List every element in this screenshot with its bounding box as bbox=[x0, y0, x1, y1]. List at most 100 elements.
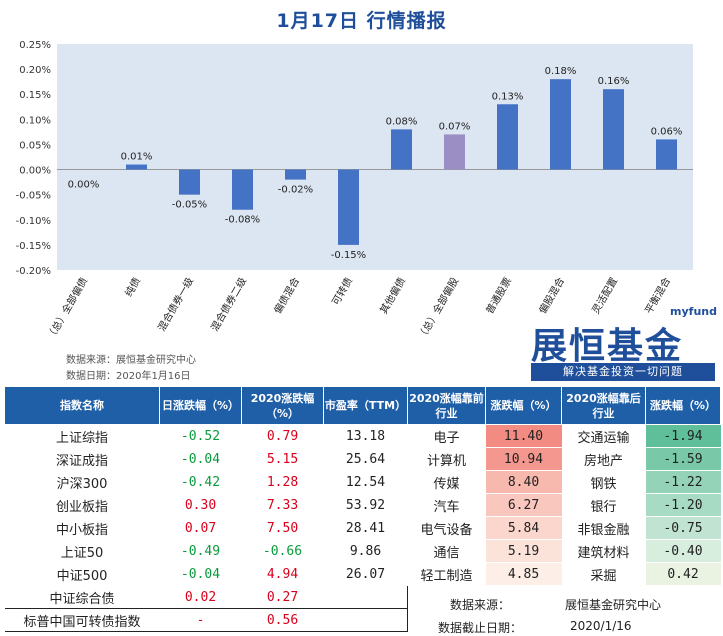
header-top-change: 涨跌幅（%） bbox=[485, 386, 562, 425]
cell-index-name: 中小板指 bbox=[4, 516, 160, 540]
cell-ytd-change: 0.27 bbox=[241, 585, 324, 609]
y-tick-label: -0.10% bbox=[16, 216, 51, 227]
cell-day-change: -0.04 bbox=[159, 447, 242, 471]
cell-top-change: 4.85 bbox=[485, 562, 562, 586]
cell-ytd-change: 1.28 bbox=[241, 470, 324, 494]
cell-top-industry: 轻工制造 bbox=[407, 562, 486, 586]
table-header: 指数名称 日涨跌幅（%） 2020涨跌幅（%） 市盈率（TTM） 2020涨幅靠… bbox=[4, 386, 721, 425]
bar-chart: 0.25% 0.20% 0.15% 0.10% 0.05% 0.00% -0.05% -0.1… bbox=[16, 40, 693, 340]
footer-date-value: 2020/1/16 bbox=[570, 619, 632, 633]
bar bbox=[550, 79, 571, 170]
cell-top-change: 5.84 bbox=[485, 516, 562, 540]
data-label: 0.01% bbox=[121, 152, 153, 163]
cell-ytd-change: -0.66 bbox=[241, 539, 324, 563]
cell-bottom-change: -1.59 bbox=[645, 447, 721, 471]
y-tick-label: 0.00% bbox=[19, 166, 51, 177]
footer-source-value: 展恒基金研究中心 bbox=[565, 598, 662, 612]
data-label: 0.18% bbox=[545, 66, 577, 77]
cell-index-name: 深证成指 bbox=[4, 447, 160, 471]
table-row: 创业板指 0.30 7.33 53.92 汽车 6.27 银行 -1.20 bbox=[4, 493, 721, 517]
footer-source-label: 数据来源： bbox=[450, 598, 511, 612]
cell-day-change: 0.30 bbox=[159, 493, 242, 517]
cell-day-change: 0.07 bbox=[159, 516, 242, 540]
cell-index-name: 上证50 bbox=[4, 539, 160, 563]
category-label: 其他偏债 bbox=[377, 275, 408, 316]
bar bbox=[338, 169, 359, 245]
header-bottom-industry: 2020涨幅靠后行业 bbox=[561, 386, 646, 425]
header-ytd-change: 2020涨跌幅（%） bbox=[241, 386, 324, 425]
cell-top-change: 5.19 bbox=[485, 539, 562, 563]
cell-pe-value bbox=[323, 608, 408, 632]
data-label: -0.15% bbox=[331, 250, 366, 261]
data-label: -0.05% bbox=[172, 200, 207, 211]
footer-date-label: 数据截止日期： bbox=[438, 621, 523, 635]
table-row: 中小板指 0.07 7.50 28.41 电气设备 5.84 非银金融 -0.75 bbox=[4, 516, 721, 540]
market-table: 指数名称 日涨跌幅（%） 2020涨跌幅（%） 市盈率（TTM） 2020涨幅靠… bbox=[4, 386, 721, 632]
cell-pe-value: 25.64 bbox=[323, 447, 408, 471]
cell-index-name: 创业板指 bbox=[4, 493, 160, 517]
cell-pe-value: 28.41 bbox=[323, 516, 408, 540]
y-tick-label: -0.20% bbox=[16, 266, 51, 277]
bar bbox=[497, 104, 518, 170]
cell-top-change: 8.40 bbox=[485, 470, 562, 494]
table-row: 沪深300 -0.42 1.28 12.54 传媒 8.40 钢铁 -1.22 bbox=[4, 470, 721, 494]
cell-top-change: 10.94 bbox=[485, 447, 562, 471]
bar bbox=[285, 169, 306, 180]
logo-brand: 展恒基金 bbox=[531, 326, 684, 367]
cell-top-industry: 传媒 bbox=[407, 470, 486, 494]
cell-day-change: - bbox=[159, 608, 242, 632]
category-label: 普通股票 bbox=[483, 275, 514, 316]
header-bottom-change: 涨跌幅（%） bbox=[645, 386, 721, 425]
chart-date: 数据日期：2020年1月16日 bbox=[66, 371, 191, 382]
header-index-name: 指数名称 bbox=[4, 386, 160, 425]
category-label: 可转债 bbox=[329, 275, 355, 307]
bar bbox=[179, 169, 200, 195]
cell-top-industry: 电子 bbox=[407, 424, 486, 448]
cell-pe-value: 26.07 bbox=[323, 562, 408, 586]
cell-ytd-change: 0.56 bbox=[241, 608, 324, 632]
category-label: （总）全部偏股 bbox=[415, 275, 461, 340]
cell-pe-value: 53.92 bbox=[323, 493, 408, 517]
cell-bottom-industry: 房地产 bbox=[561, 447, 646, 471]
cell-bottom-change: -1.22 bbox=[645, 470, 721, 494]
data-label: 0.16% bbox=[598, 76, 630, 87]
cell-bottom-change: 0.42 bbox=[645, 562, 721, 586]
bar bbox=[391, 129, 412, 170]
category-label: 纯债 bbox=[122, 275, 143, 299]
data-label: -0.08% bbox=[225, 215, 260, 226]
cell-ytd-change: 7.33 bbox=[241, 493, 324, 517]
cell-bottom-industry: 非银金融 bbox=[561, 516, 646, 540]
cell-day-change: -0.49 bbox=[159, 539, 242, 563]
table-row: 中证综合债 0.02 0.27 bbox=[4, 585, 721, 609]
y-tick-label: 0.25% bbox=[19, 40, 51, 51]
data-label: -0.02% bbox=[278, 185, 313, 196]
cell-bottom-change: -1.20 bbox=[645, 493, 721, 517]
cell-bottom-change: -0.75 bbox=[645, 516, 721, 540]
bar bbox=[444, 134, 465, 170]
cell-top-change: 6.27 bbox=[485, 493, 562, 517]
table-row: 上证50 -0.49 -0.66 9.86 通信 5.19 建筑材料 -0.40 bbox=[4, 539, 721, 563]
category-label: 偏债混合 bbox=[271, 275, 302, 316]
cell-top-industry: 电气设备 bbox=[407, 516, 486, 540]
cell-bottom-change: -1.94 bbox=[645, 424, 721, 448]
y-tick-label: 0.15% bbox=[19, 90, 51, 101]
y-tick-label: 0.20% bbox=[19, 65, 51, 76]
cell-day-change: -0.52 bbox=[159, 424, 242, 448]
cell-top-industry: 通信 bbox=[407, 539, 486, 563]
bar bbox=[232, 169, 253, 210]
logo-myfund: myfund bbox=[670, 305, 717, 318]
cell-bottom-industry: 交通运输 bbox=[561, 424, 646, 448]
y-tick-label: -0.05% bbox=[16, 191, 51, 202]
y-tick-label: -0.15% bbox=[16, 241, 51, 252]
header-pe: 市盈率（TTM） bbox=[323, 386, 408, 425]
bar bbox=[126, 164, 147, 170]
data-label: 0.00% bbox=[68, 180, 100, 191]
logo-slogan: 解决基金投资一切问题 bbox=[531, 363, 715, 381]
category-label: 混合债券一级 bbox=[155, 275, 196, 333]
cell-index-name: 标普中国可转债指数 bbox=[4, 608, 160, 632]
cell-bottom-industry: 采掘 bbox=[561, 562, 646, 586]
cell-ytd-change: 0.79 bbox=[241, 424, 324, 448]
category-label: 混合债券二级 bbox=[208, 275, 249, 333]
cell-day-change: -0.04 bbox=[159, 562, 242, 586]
data-label: 0.08% bbox=[386, 116, 418, 127]
